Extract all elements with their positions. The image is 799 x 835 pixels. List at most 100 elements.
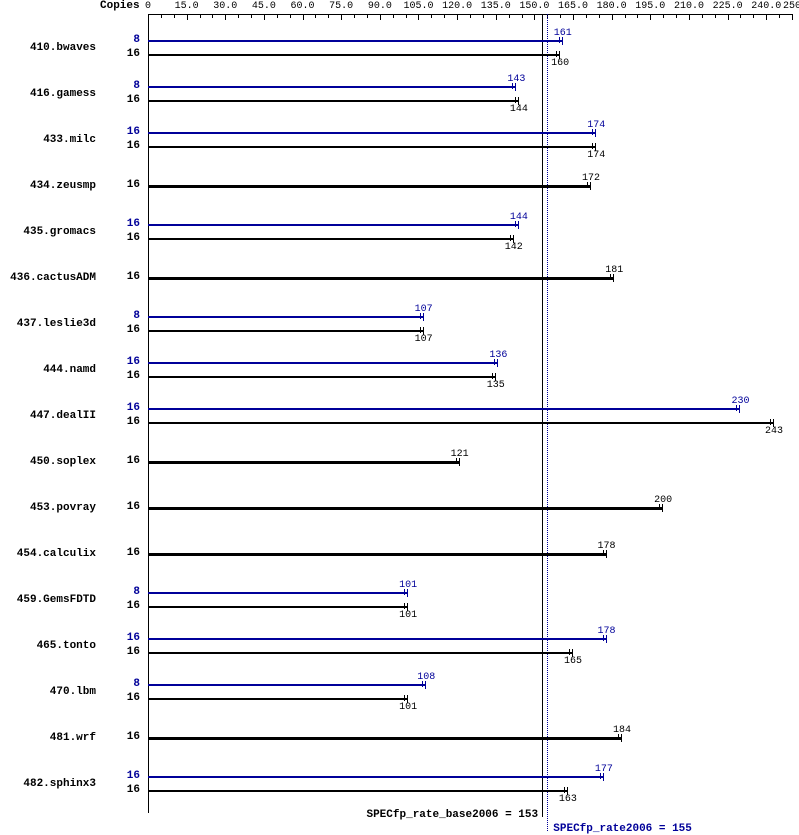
- base-value-label: 165: [564, 656, 582, 667]
- axis-tick-label: 135.0: [481, 1, 511, 12]
- base-value-label: 163: [559, 794, 577, 805]
- base-bar-serif: [404, 603, 405, 609]
- base-bar: [148, 606, 408, 608]
- axis-tick-minor: [522, 14, 523, 18]
- base-bar: [148, 652, 573, 654]
- peak-copies: 16: [122, 356, 140, 368]
- axis-tick-label: 210.0: [674, 1, 704, 12]
- peak-value-label: 177: [595, 764, 613, 775]
- base-reference-line: [542, 14, 543, 817]
- axis-tick-major: [187, 14, 188, 20]
- axis-tick-minor: [599, 14, 600, 18]
- base-value-label: 172: [582, 173, 600, 184]
- peak-value-label: 108: [417, 672, 435, 683]
- base-bar: [148, 461, 460, 464]
- axis-tick-minor: [637, 14, 638, 18]
- base-value-label: 144: [510, 104, 528, 115]
- base-value-label: 184: [613, 725, 631, 736]
- benchmark-label: 450.soplex: [6, 456, 96, 468]
- axis-tick-major: [573, 14, 574, 20]
- base-value-label: 101: [399, 610, 417, 621]
- axis-tick-label: 45.0: [252, 1, 276, 12]
- base-bar: [148, 698, 408, 700]
- benchmark-label: 436.cactusADM: [6, 272, 96, 284]
- axis-tick-minor: [715, 14, 716, 18]
- benchmark-label: 435.gromacs: [6, 226, 96, 238]
- axis-tick-major: [303, 14, 304, 20]
- base-bar: [148, 238, 514, 240]
- benchmark-label: 437.leslie3d: [6, 318, 96, 330]
- axis-tick-minor: [277, 14, 278, 18]
- base-value-label: 135: [487, 380, 505, 391]
- benchmark-label: 433.milc: [6, 134, 96, 146]
- base-copies: 16: [122, 140, 140, 152]
- axis-tick-minor: [483, 14, 484, 18]
- base-copies: 16: [122, 547, 140, 559]
- base-bar-serif: [510, 235, 511, 241]
- axis-tick-minor: [779, 14, 780, 18]
- peak-bar: [148, 316, 424, 318]
- peak-bar: [148, 408, 740, 410]
- base-copies: 16: [122, 370, 140, 382]
- axis-tick-minor: [470, 14, 471, 18]
- base-bar-serif: [404, 695, 405, 701]
- axis-tick-label: 15.0: [175, 1, 199, 12]
- axis-tick-minor: [586, 14, 587, 18]
- peak-copies: 8: [122, 310, 140, 322]
- axis-tick-major: [225, 14, 226, 20]
- axis-tick-major: [650, 14, 651, 20]
- base-bar: [148, 790, 568, 792]
- peak-value-label: 230: [731, 396, 749, 407]
- base-bar: [148, 146, 596, 148]
- base-bar-serif: [770, 419, 771, 425]
- base-bar: [148, 422, 774, 424]
- axis-tick-label: 165.0: [558, 1, 588, 12]
- axis-tick-major: [496, 14, 497, 20]
- benchmark-label: 410.bwaves: [6, 42, 96, 54]
- base-bar-serif: [420, 327, 421, 333]
- axis-tick-minor: [431, 14, 432, 18]
- peak-value-label: 144: [510, 212, 528, 223]
- axis-tick-label: 240.0: [751, 1, 781, 12]
- base-copies: 16: [122, 455, 140, 467]
- axis-tick-label: 75.0: [329, 1, 353, 12]
- base-value-label: 181: [605, 265, 623, 276]
- peak-bar: [148, 638, 607, 640]
- axis-tick-major: [728, 14, 729, 20]
- axis-tick-major: [380, 14, 381, 20]
- peak-value-label: 143: [507, 74, 525, 85]
- peak-value-label: 178: [598, 626, 616, 637]
- axis-tick-major: [341, 14, 342, 20]
- peak-bar: [148, 684, 426, 686]
- peak-bar: [148, 592, 408, 594]
- axis-tick-label: 225.0: [713, 1, 743, 12]
- base-copies: 16: [122, 94, 140, 106]
- axis-tick-major: [457, 14, 458, 20]
- peak-bar: [148, 362, 498, 364]
- peak-copies: 16: [122, 126, 140, 138]
- benchmark-label: 447.dealII: [6, 410, 96, 422]
- base-value-label: 107: [415, 334, 433, 345]
- base-bar: [148, 737, 622, 740]
- base-copies: 16: [122, 784, 140, 796]
- benchmark-label: 434.zeusmp: [6, 180, 96, 192]
- peak-bar: [148, 40, 563, 42]
- axis-tick-major: [264, 14, 265, 20]
- benchmark-label: 482.sphinx3: [6, 778, 96, 790]
- axis-tick-minor: [663, 14, 664, 18]
- peak-bar: [148, 776, 604, 778]
- benchmark-label: 453.povray: [6, 502, 96, 514]
- benchmark-label: 459.GemsFDTD: [6, 594, 96, 606]
- axis-tick-minor: [740, 14, 741, 18]
- peak-copies: 8: [122, 586, 140, 598]
- peak-copies: 16: [122, 632, 140, 644]
- axis-tick-major: [689, 14, 690, 20]
- benchmark-label: 416.gamess: [6, 88, 96, 100]
- base-copies: 16: [122, 271, 140, 283]
- peak-copies: 16: [122, 218, 140, 230]
- peak-bar: [148, 132, 596, 134]
- base-value-label: 142: [505, 242, 523, 253]
- base-copies: 16: [122, 324, 140, 336]
- base-bar: [148, 376, 496, 378]
- peak-bar: [148, 86, 516, 88]
